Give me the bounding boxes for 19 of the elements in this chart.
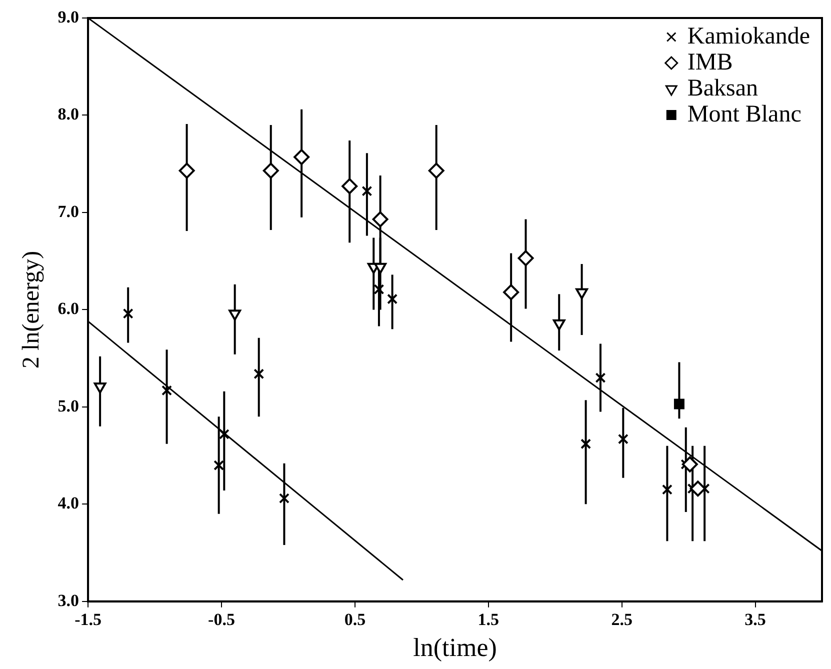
x-tick-label: 0.5 — [344, 610, 366, 629]
y-tick-label: 3.0 — [58, 590, 80, 610]
y-tick-label: 8.0 — [58, 104, 80, 124]
y-tick-label: 4.0 — [58, 494, 80, 513]
legend-label: IMB — [687, 49, 733, 76]
x-tick-label: 3.5 — [744, 610, 766, 629]
y-axis-title: 2 ln(energy) — [18, 250, 45, 368]
x-tick-label: -0.5 — [208, 610, 235, 629]
legend-label: Baksan — [687, 75, 758, 102]
x-tick-label: 1.5 — [478, 610, 500, 629]
y-tick-label: 9.0 — [58, 7, 80, 26]
x-axis-title: ln(time) — [413, 633, 497, 662]
x-tick-label: 2.5 — [611, 610, 632, 629]
legend-label: Mont Blanc — [687, 101, 802, 128]
y-tick-label: 7.0 — [58, 202, 80, 221]
y-tick-label: 6.0 — [58, 299, 80, 318]
x-tick-label: -1.5 — [74, 610, 102, 629]
legend-label: Kamiokande — [687, 23, 810, 50]
y-tick-label: 5.0 — [58, 396, 80, 416]
